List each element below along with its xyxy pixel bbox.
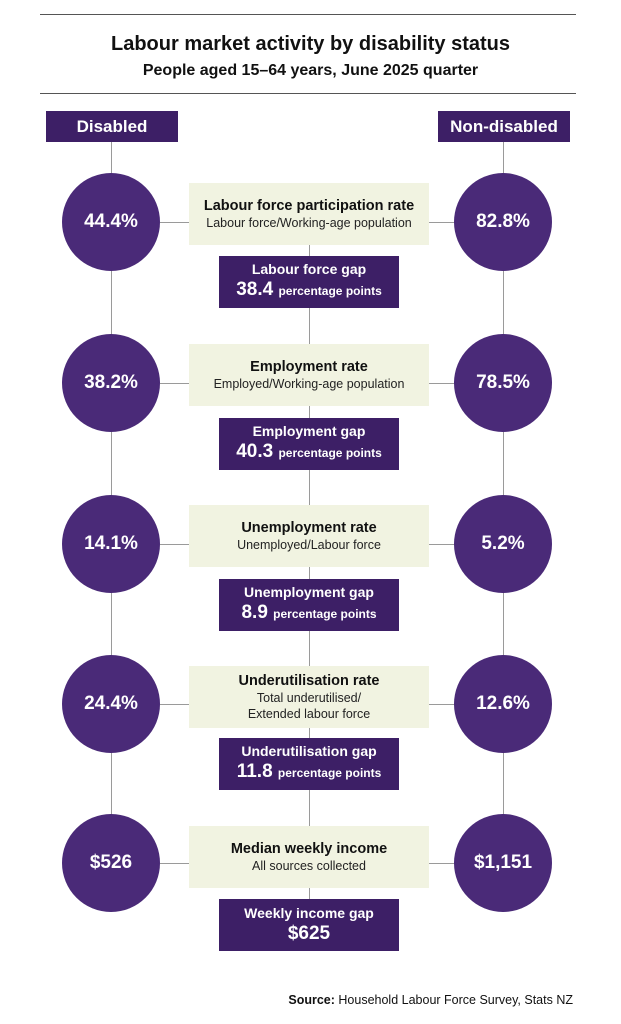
column-label-disabled: Disabled (46, 111, 178, 142)
row-connector-right (429, 383, 455, 384)
row-connector-left (160, 544, 190, 545)
gap-value: 38.4 (236, 279, 274, 300)
column-label-non-disabled: Non-disabled (438, 111, 570, 142)
non-disabled-value-circle: 82.8% (454, 173, 552, 271)
page-subtitle: People aged 15–64 years, June 2025 quart… (142, 62, 479, 79)
rate-box: Employment rate Employed/Working-age popu… (189, 344, 429, 406)
row-connector-right (429, 704, 455, 705)
rate-box: Underutilisation rate Total underutilised… (189, 666, 429, 728)
row-connector-left (160, 704, 190, 705)
gap-unit: percentage points (278, 284, 382, 298)
rate-name: Unemployment rate (241, 520, 377, 536)
rate-definition: Extended labour force (247, 707, 371, 721)
non-disabled-value-circle: 5.2% (454, 495, 552, 593)
non-disabled-value-circle: 78.5% (454, 334, 552, 432)
row-connector-right (429, 222, 455, 223)
non-disabled-value-circle: $1,151 (454, 814, 552, 912)
rate-name: Employment rate (250, 359, 368, 375)
disabled-value-circle: 24.4% (62, 655, 160, 753)
rate-definition: All sources collected (252, 859, 366, 873)
source-note: Source: Household Labour Force Survey, S… (288, 993, 573, 1007)
page-title: Labour market activity by disability sta… (110, 33, 510, 55)
rate-name: Median weekly income (230, 841, 388, 857)
top-rule (40, 14, 576, 15)
gap-value-line: 11.8 percentage points (237, 760, 382, 785)
disabled-value-circle: $526 (62, 814, 160, 912)
rate-definition: Unemployed/Labour force (237, 538, 381, 552)
row-connector-right (429, 863, 455, 864)
gap-label: Labour force gap (251, 261, 367, 277)
disabled-value-circle: 38.2% (62, 334, 160, 432)
row-connector-left (160, 222, 190, 223)
gap-value-line: 40.3 percentage points (236, 440, 382, 465)
rate-definition: Labour force/Working-age population (206, 216, 412, 230)
gap-box: Underutilisation gap 11.8 percentage poin… (219, 738, 399, 790)
gap-unit: percentage points (277, 766, 382, 780)
gap-label: Underutilisation gap (241, 743, 377, 759)
gap-box: Unemployment gap 8.9 percentage points (219, 579, 399, 631)
source-text: Household Labour Force Survey, Stats NZ (334, 993, 573, 1007)
gap-box: Labour force gap 38.4 percentage points (219, 256, 399, 308)
rate-box: Median weekly income All sources collecte… (189, 826, 429, 888)
rate-name: Labour force participation rate (203, 198, 415, 214)
rate-definition: Employed/Working-age population (213, 377, 405, 391)
rate-box: Labour force participation rate Labour fo… (189, 183, 429, 245)
header-rule (40, 93, 576, 94)
gap-value: 11.8 (236, 761, 273, 782)
disabled-value-circle: 14.1% (62, 495, 160, 593)
gap-label: Weekly income gap (244, 905, 374, 921)
gap-unit: percentage points (273, 607, 377, 621)
non-disabled-value-circle: 12.6% (454, 655, 552, 753)
gap-value: 8.9 (241, 602, 268, 623)
row-connector-left (160, 383, 190, 384)
rate-box: Unemployment rate Unemployed/Labour force (189, 505, 429, 567)
gap-value: 40.3 (236, 441, 274, 462)
gap-box: Employment gap 40.3 percentage points (219, 418, 399, 470)
gap-value-line: $625 (288, 922, 330, 945)
gap-label: Unemployment gap (244, 584, 374, 600)
gap-label: Employment gap (252, 423, 366, 439)
gap-value-line: 38.4 percentage points (236, 278, 382, 303)
source-label: Source: (288, 993, 335, 1007)
gap-value-line: 8.9 percentage points (241, 601, 376, 626)
row-connector-left (160, 863, 190, 864)
rate-name: Underutilisation rate (238, 673, 380, 689)
row-connector-right (429, 544, 455, 545)
disabled-value-circle: 44.4% (62, 173, 160, 271)
rate-definition: Total underutilised/ (256, 691, 362, 705)
gap-box: Weekly income gap $625 (219, 899, 399, 951)
gap-unit: percentage points (278, 446, 382, 460)
center-connector-line (309, 200, 310, 940)
gap-value: $625 (287, 923, 331, 944)
